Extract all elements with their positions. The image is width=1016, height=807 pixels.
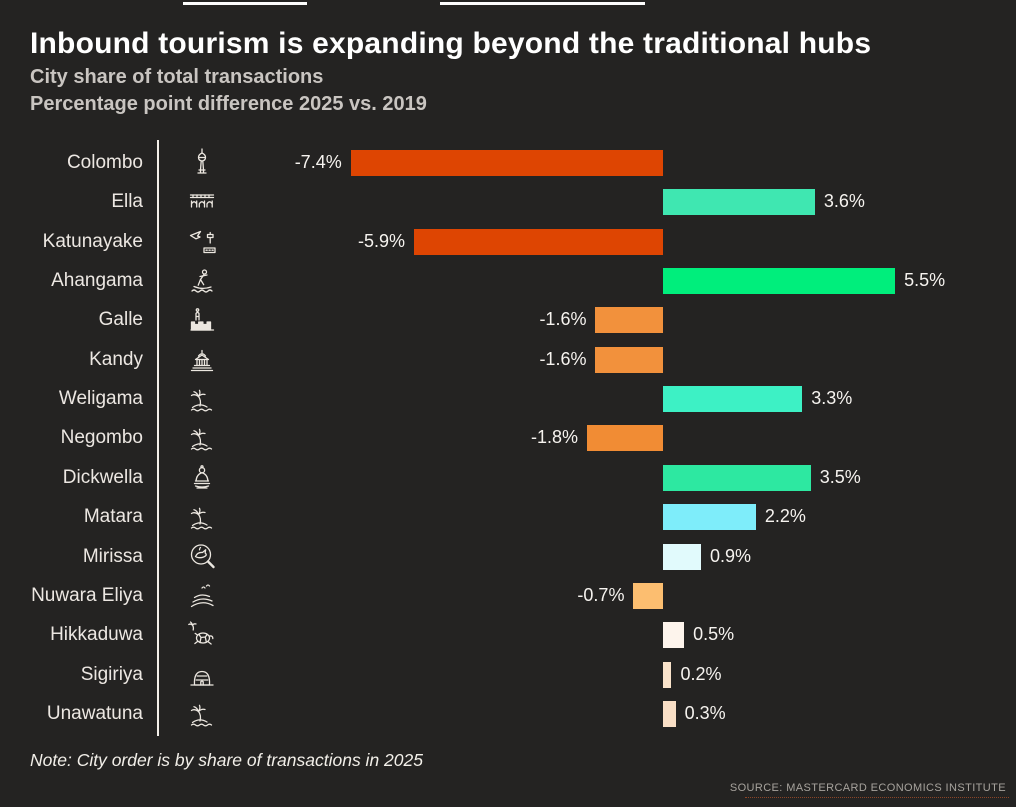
chart-row: Kandy -1.6% <box>0 340 1016 379</box>
bar-value-label: 0.5% <box>693 624 735 645</box>
fort-lighthouse-icon <box>186 304 218 336</box>
chart-subtitle: City share of total transactions <box>30 66 324 88</box>
arch-bridge-icon <box>186 186 218 218</box>
palm-beach-icon <box>186 422 218 454</box>
chart-row: Negombo -1.8% <box>0 418 1016 457</box>
temple-icon <box>186 344 218 376</box>
city-label: Sigiriya <box>80 663 143 685</box>
bar <box>350 150 663 176</box>
turtle-icon <box>186 619 218 651</box>
axis-divider-line <box>157 140 159 736</box>
footnote: Note: City order is by share of transact… <box>30 750 423 770</box>
bar <box>663 268 896 295</box>
bar-value-label: -7.4% <box>294 152 342 172</box>
surfer-icon <box>186 265 218 297</box>
bar <box>663 464 811 491</box>
city-label: Galle <box>98 309 143 331</box>
bar <box>587 425 663 452</box>
bar-value-label: -5.9% <box>357 230 406 251</box>
bar-value-label: 5.5% <box>904 270 946 291</box>
bar-value-label: 0.3% <box>684 702 726 723</box>
city-label: Ella <box>111 191 143 213</box>
chart-measure-note: Percentage point difference 2025 vs. 201… <box>30 93 427 115</box>
city-label: Katunayake <box>42 230 143 252</box>
palm-beach-icon <box>186 698 218 730</box>
source-credit: SOURCE: MASTERCARD ECONOMICS INSTITUTE <box>729 782 1006 794</box>
bar-value-label: 3.6% <box>823 191 865 212</box>
palm-beach-icon <box>186 501 218 533</box>
bar <box>595 307 663 334</box>
chart-row: Matara 2.2% <box>0 497 1016 536</box>
chart-row: Mirissa 0.9% <box>0 537 1016 576</box>
city-label: Nuwara Eliya <box>31 584 143 606</box>
city-label: Kandy <box>89 348 143 370</box>
city-label: Matara <box>83 506 143 528</box>
city-label: Hikkaduwa <box>50 624 143 646</box>
tea-plantation-icon <box>186 580 218 612</box>
airport-icon <box>186 226 218 258</box>
bar-value-label: -1.6% <box>539 348 587 369</box>
bar <box>663 543 701 570</box>
chart-row: Colombo -7.4% <box>0 143 1016 182</box>
bar <box>663 189 815 216</box>
bar <box>595 346 663 373</box>
chart-row: Nuwara Eliya -0.7% <box>0 576 1016 615</box>
bar <box>633 582 663 609</box>
whale-watching-icon <box>186 541 218 573</box>
chart-row: Weligama 3.3% <box>0 379 1016 418</box>
chart-title: Inbound tourism is expanding beyond the … <box>30 27 872 60</box>
city-label: Unawatuna <box>46 702 143 724</box>
bar-value-label: 3.3% <box>811 388 853 409</box>
top-rule-right <box>440 2 645 5</box>
bar-value-label: 0.2% <box>680 663 722 684</box>
chart-row: Ahangama 5.5% <box>0 261 1016 300</box>
city-label: Mirissa <box>82 545 143 567</box>
chart-row: Unawatuna 0.3% <box>0 694 1016 733</box>
bar-value-label: 2.2% <box>764 506 806 527</box>
chart-row: Ella 3.6% <box>0 182 1016 221</box>
bar-value-label: -1.6% <box>539 309 587 330</box>
chart-row: Galle -1.6% <box>0 300 1016 339</box>
chart-row: Hikkaduwa 0.5% <box>0 615 1016 654</box>
bar-value-label: -0.7% <box>577 584 625 605</box>
top-rule-left <box>183 2 307 5</box>
bar-value-label: 0.9% <box>709 545 751 566</box>
city-label: Colombo <box>66 152 143 173</box>
bar-value-label: -1.8% <box>531 427 579 448</box>
chart-row: Dickwella 3.5% <box>0 458 1016 497</box>
buddha-statue-icon <box>186 462 218 494</box>
lotus-tower-icon <box>186 147 218 179</box>
city-label: Dickwella <box>62 466 143 488</box>
bar <box>663 700 676 727</box>
bar <box>663 386 803 413</box>
chart-row: Sigiriya 0.2% <box>0 655 1016 694</box>
bar <box>663 661 672 688</box>
bar <box>663 622 685 649</box>
bar-value-label: 3.5% <box>819 466 861 487</box>
chart-row: Katunayake -5.9% <box>0 222 1016 261</box>
city-label: Negombo <box>60 427 143 449</box>
source-underline <box>745 797 1009 798</box>
palm-beach-icon <box>186 383 218 415</box>
bar <box>414 228 663 255</box>
city-label: Weligama <box>58 388 143 410</box>
rock-fortress-icon <box>186 659 218 691</box>
bar <box>663 504 756 531</box>
city-label: Ahangama <box>51 270 143 292</box>
